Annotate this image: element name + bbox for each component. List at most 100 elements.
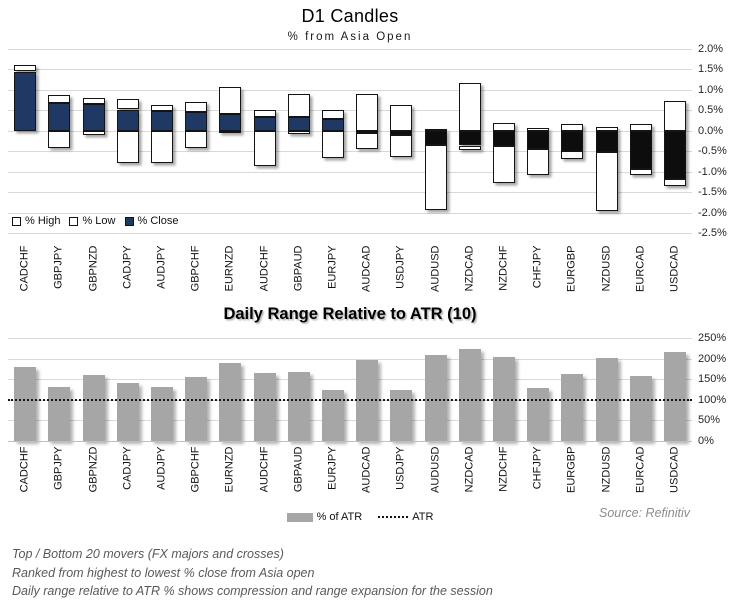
candle-high-range-GBPNZD bbox=[82, 98, 105, 105]
atr-bar-USDJPY bbox=[390, 389, 413, 441]
candle-gridline bbox=[8, 89, 692, 91]
candle-x-label-CADCHF: CADCHF bbox=[18, 245, 31, 292]
candle-close-body-AUDCAD bbox=[356, 130, 379, 133]
candle-low-range-EURGBP bbox=[561, 151, 584, 159]
atr-x-label-AUDCHF: AUDCHF bbox=[258, 446, 270, 493]
atr-x-label-GBPNZD: GBPNZD bbox=[87, 446, 99, 493]
candle-close-body-CADJPY bbox=[116, 109, 139, 131]
candle-gridline bbox=[8, 233, 692, 234]
candle-high-range-AUDCAD bbox=[356, 94, 379, 131]
candle-high-range-GBPAUD bbox=[287, 93, 310, 118]
candle-high-range-NZDCHF bbox=[492, 122, 515, 131]
candle-close-body-GBPAUD bbox=[287, 117, 310, 131]
candle-low-range-AUDCAD bbox=[356, 132, 379, 149]
candle-low-range-AUDJPY bbox=[150, 130, 173, 164]
candle-x-label-CHFJPY: CHFJPY bbox=[531, 245, 544, 289]
candle-chart-title: D1 Candles bbox=[301, 6, 399, 26]
candle-gridline bbox=[8, 192, 692, 194]
candle-low-range-USDJPY bbox=[390, 134, 413, 157]
atr-x-label-GBPAUD: GBPAUD bbox=[292, 446, 305, 493]
atr-dotted-line-icon bbox=[378, 516, 409, 518]
candle-low-range-USDCAD bbox=[663, 179, 686, 186]
atr-x-label-USDCAD: USDCAD bbox=[668, 446, 681, 493]
source-note: Source: Refinitiv bbox=[598, 506, 690, 520]
candle-gridline bbox=[8, 130, 692, 132]
candle-gridline bbox=[8, 110, 692, 112]
candle-x-label-GBPJPY: GBPJPY bbox=[52, 245, 65, 289]
candle-close-body-AUDJPY bbox=[150, 111, 173, 131]
atr-x-label-NZDCHF: NZDCHF bbox=[497, 446, 510, 492]
atr-legend: % of ATR ATR bbox=[230, 511, 490, 523]
atr-y-tick-label: 200% bbox=[698, 352, 727, 365]
candle-y-tick-label: 0.0% bbox=[698, 124, 724, 137]
atr-bar-EURCAD bbox=[629, 375, 652, 441]
candle-x-label-EURCAD: EURCAD bbox=[634, 245, 647, 292]
candle-high-range-AUDUSD bbox=[424, 129, 447, 132]
atr-bar-NZDCHF bbox=[492, 356, 515, 441]
atr-bar-CHFJPY bbox=[527, 388, 550, 441]
candle-close-body-USDJPY bbox=[390, 130, 413, 135]
candle-x-label-EURGBP: EURGBP bbox=[565, 245, 578, 292]
atr-gridline bbox=[8, 420, 692, 422]
candle-x-label-AUDCAD: AUDCAD bbox=[360, 245, 373, 292]
candle-legend: % High % Low % Close bbox=[12, 215, 178, 227]
atr-x-label-CHFJPY: CHFJPY bbox=[531, 446, 544, 490]
atr-x-label-AUDUSD: AUDUSD bbox=[429, 446, 441, 493]
atr-y-tick-label: 0% bbox=[698, 435, 714, 447]
candle-low-range-CADJPY bbox=[116, 130, 139, 164]
candle-gridline bbox=[8, 171, 692, 173]
candle-low-range-GBPJPY bbox=[48, 130, 71, 148]
candle-x-label-NZDCAD: NZDCAD bbox=[463, 245, 476, 292]
candle-y-tick-label: -1.0% bbox=[698, 165, 727, 178]
candle-x-label-USDCAD: USDCAD bbox=[668, 245, 681, 292]
atr-x-axis-line bbox=[8, 441, 692, 442]
atr-x-label-EURGBP: EURGBP bbox=[565, 446, 578, 493]
legend-close-label: % Close bbox=[137, 215, 179, 227]
candle-y-tick-label: -2.0% bbox=[698, 206, 727, 219]
atr-x-label-CADCHF: CADCHF bbox=[18, 446, 31, 493]
atr-plot bbox=[8, 338, 692, 441]
atr-bar-AUDJPY bbox=[150, 386, 173, 441]
candle-close-body-USDCAD bbox=[663, 130, 686, 179]
footer-line-1: Top / Bottom 20 movers (FX majors and cr… bbox=[12, 547, 284, 561]
candle-high-range-EURCAD bbox=[629, 124, 652, 131]
candle-x-label-NZDUSD: NZDUSD bbox=[600, 245, 612, 292]
atr-x-label-USDJPY: USDJPY bbox=[394, 446, 407, 490]
high-swatch-icon bbox=[12, 216, 21, 226]
candle-chart-subtitle: % from Asia Open bbox=[287, 31, 413, 43]
candle-low-range-EURNZD bbox=[219, 130, 242, 133]
atr-x-label-GBPCHF: GBPCHF bbox=[189, 446, 202, 493]
atr-bar-EURGBP bbox=[561, 373, 584, 441]
candle-x-label-GBPCHF: GBPCHF bbox=[189, 245, 202, 292]
atr-x-label-NZDCAD: NZDCAD bbox=[463, 446, 476, 493]
legend-atr-pct-label: % of ATR bbox=[316, 511, 363, 523]
candle-close-body-GBPJPY bbox=[48, 103, 71, 131]
candle-close-body-CHFJPY bbox=[527, 130, 550, 150]
candle-close-body-EURJPY bbox=[321, 118, 344, 131]
atr-x-label-GBPJPY: GBPJPY bbox=[52, 446, 65, 490]
candle-low-range-AUDCHF bbox=[253, 130, 276, 167]
legend-item-atr-pct: % of ATR bbox=[286, 511, 363, 523]
atr-x-label-EURJPY: EURJPY bbox=[326, 446, 339, 490]
atr-bar-GBPNZD bbox=[82, 375, 105, 441]
candle-close-body-GBPNZD bbox=[82, 104, 105, 131]
candle-y-tick-label: 0.5% bbox=[698, 104, 724, 117]
candle-low-range-NZDCHF bbox=[492, 146, 515, 184]
candle-high-range-NZDUSD bbox=[595, 126, 618, 131]
candle-close-body-AUDUSD bbox=[424, 130, 447, 146]
candle-y-tick-label: -1.5% bbox=[698, 186, 727, 199]
candle-low-range-GBPNZD bbox=[82, 130, 105, 135]
atr-y-tick-label: 250% bbox=[698, 332, 727, 344]
candle-low-range-NZDUSD bbox=[595, 152, 618, 211]
legend-item-close: % Close bbox=[124, 215, 179, 227]
legend-item-high: % High bbox=[12, 215, 60, 227]
candle-gridline bbox=[8, 151, 692, 153]
atr-x-label-EURNZD: EURNZD bbox=[223, 446, 236, 493]
atr-bar-NZDCAD bbox=[458, 349, 481, 441]
candle-x-label-AUDCHF: AUDCHF bbox=[258, 245, 270, 292]
legend-low-label: % Low bbox=[82, 215, 116, 227]
candle-high-range-AUDJPY bbox=[150, 105, 173, 112]
candle-x-label-GBPNZD: GBPNZD bbox=[87, 245, 99, 292]
atr-bar-EURJPY bbox=[321, 389, 344, 441]
atr-chart-title: Daily Range Relative to ATR (10) bbox=[223, 305, 477, 323]
